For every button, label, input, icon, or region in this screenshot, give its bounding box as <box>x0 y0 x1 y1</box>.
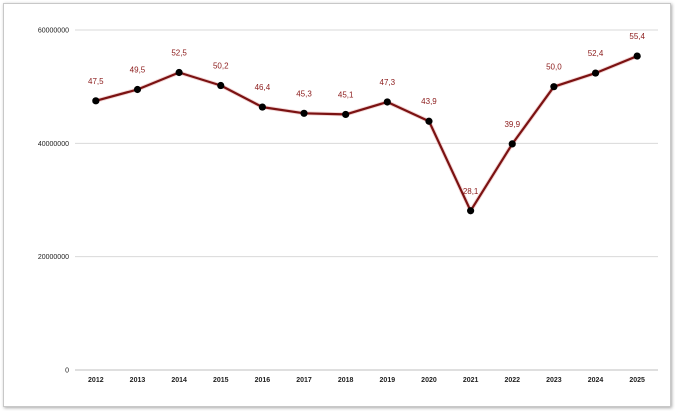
data-label-2013: 49,5 <box>130 66 146 75</box>
data-point-2022 <box>508 140 516 148</box>
data-label-2012: 47,5 <box>88 77 104 86</box>
series-line-glow-0 <box>95 54 638 213</box>
x-tick-label-2023: 2023 <box>546 377 562 384</box>
x-tick-label-2020: 2020 <box>421 377 437 384</box>
data-point-2017 <box>300 109 308 117</box>
data-point-2024 <box>591 69 600 77</box>
data-point-2013 <box>133 85 142 94</box>
data-point-2023 <box>550 83 558 91</box>
data-label-2020: 43,9 <box>421 97 437 106</box>
x-tick-label-2022: 2022 <box>504 377 520 384</box>
data-points <box>92 52 641 215</box>
data-point-2019 <box>383 98 391 106</box>
series-line-0 <box>95 55 638 212</box>
x-tick-label-2016: 2016 <box>255 377 271 384</box>
data-label-2022: 39,9 <box>504 120 520 129</box>
x-tick-label-2013: 2013 <box>130 377 146 384</box>
data-label-2014: 52,5 <box>171 49 187 58</box>
data-point-2021 <box>467 207 475 215</box>
line-chart: 0 20000000 40000000 60000000 2012 2013 2014 201… <box>38 28 658 384</box>
data-label-2019: 47,3 <box>380 78 396 87</box>
x-tick-label-2015: 2015 <box>213 377 229 384</box>
x-tick-label-2014: 2014 <box>171 377 187 384</box>
axes: 0 20000000 40000000 60000000 2012 2013 2014 201… <box>38 28 658 384</box>
x-tick-label-2017: 2017 <box>296 377 312 384</box>
data-label-2018: 45,1 <box>338 90 354 99</box>
data-label-2015: 50,2 <box>213 62 229 71</box>
data-point-2014 <box>175 68 183 77</box>
series-line-layer <box>95 54 638 213</box>
x-tick-label-2019: 2019 <box>380 377 396 384</box>
data-point-2025 <box>633 52 641 60</box>
data-label-2016: 46,4 <box>255 83 271 92</box>
x-tick-label-2025: 2025 <box>629 377 645 384</box>
x-tick-label-2012: 2012 <box>88 377 104 384</box>
data-point-2012 <box>92 97 100 105</box>
data-label-2024: 52,4 <box>588 49 604 58</box>
data-point-2015 <box>217 81 225 90</box>
x-tick-label-2024: 2024 <box>588 377 604 384</box>
data-point-2016 <box>258 103 266 111</box>
data-label-2021: 28,1 <box>463 187 479 196</box>
gridlines <box>75 29 658 258</box>
chart-frame: 0 20000000 40000000 60000000 2012 2013 2014 201… <box>3 3 671 407</box>
data-point-2020 <box>425 117 433 125</box>
data-labels: 47,5 49,5 52,5 50,2 46,4 45,3 45,1 47,3 43,9 28,1… <box>88 32 645 196</box>
y-tick-label-1: 20000000 <box>38 254 69 261</box>
data-label-2025: 55,4 <box>629 32 645 41</box>
data-label-2023: 50,0 <box>546 63 562 72</box>
data-label-2017: 45,3 <box>296 89 312 98</box>
y-tick-label-2: 40000000 <box>38 141 69 148</box>
x-tick-label-2018: 2018 <box>338 377 354 384</box>
y-tick-label-0: 0 <box>65 368 69 375</box>
x-tick-label-2021: 2021 <box>463 377 479 384</box>
data-point-2018 <box>342 110 350 119</box>
y-tick-label-3: 60000000 <box>38 28 69 35</box>
